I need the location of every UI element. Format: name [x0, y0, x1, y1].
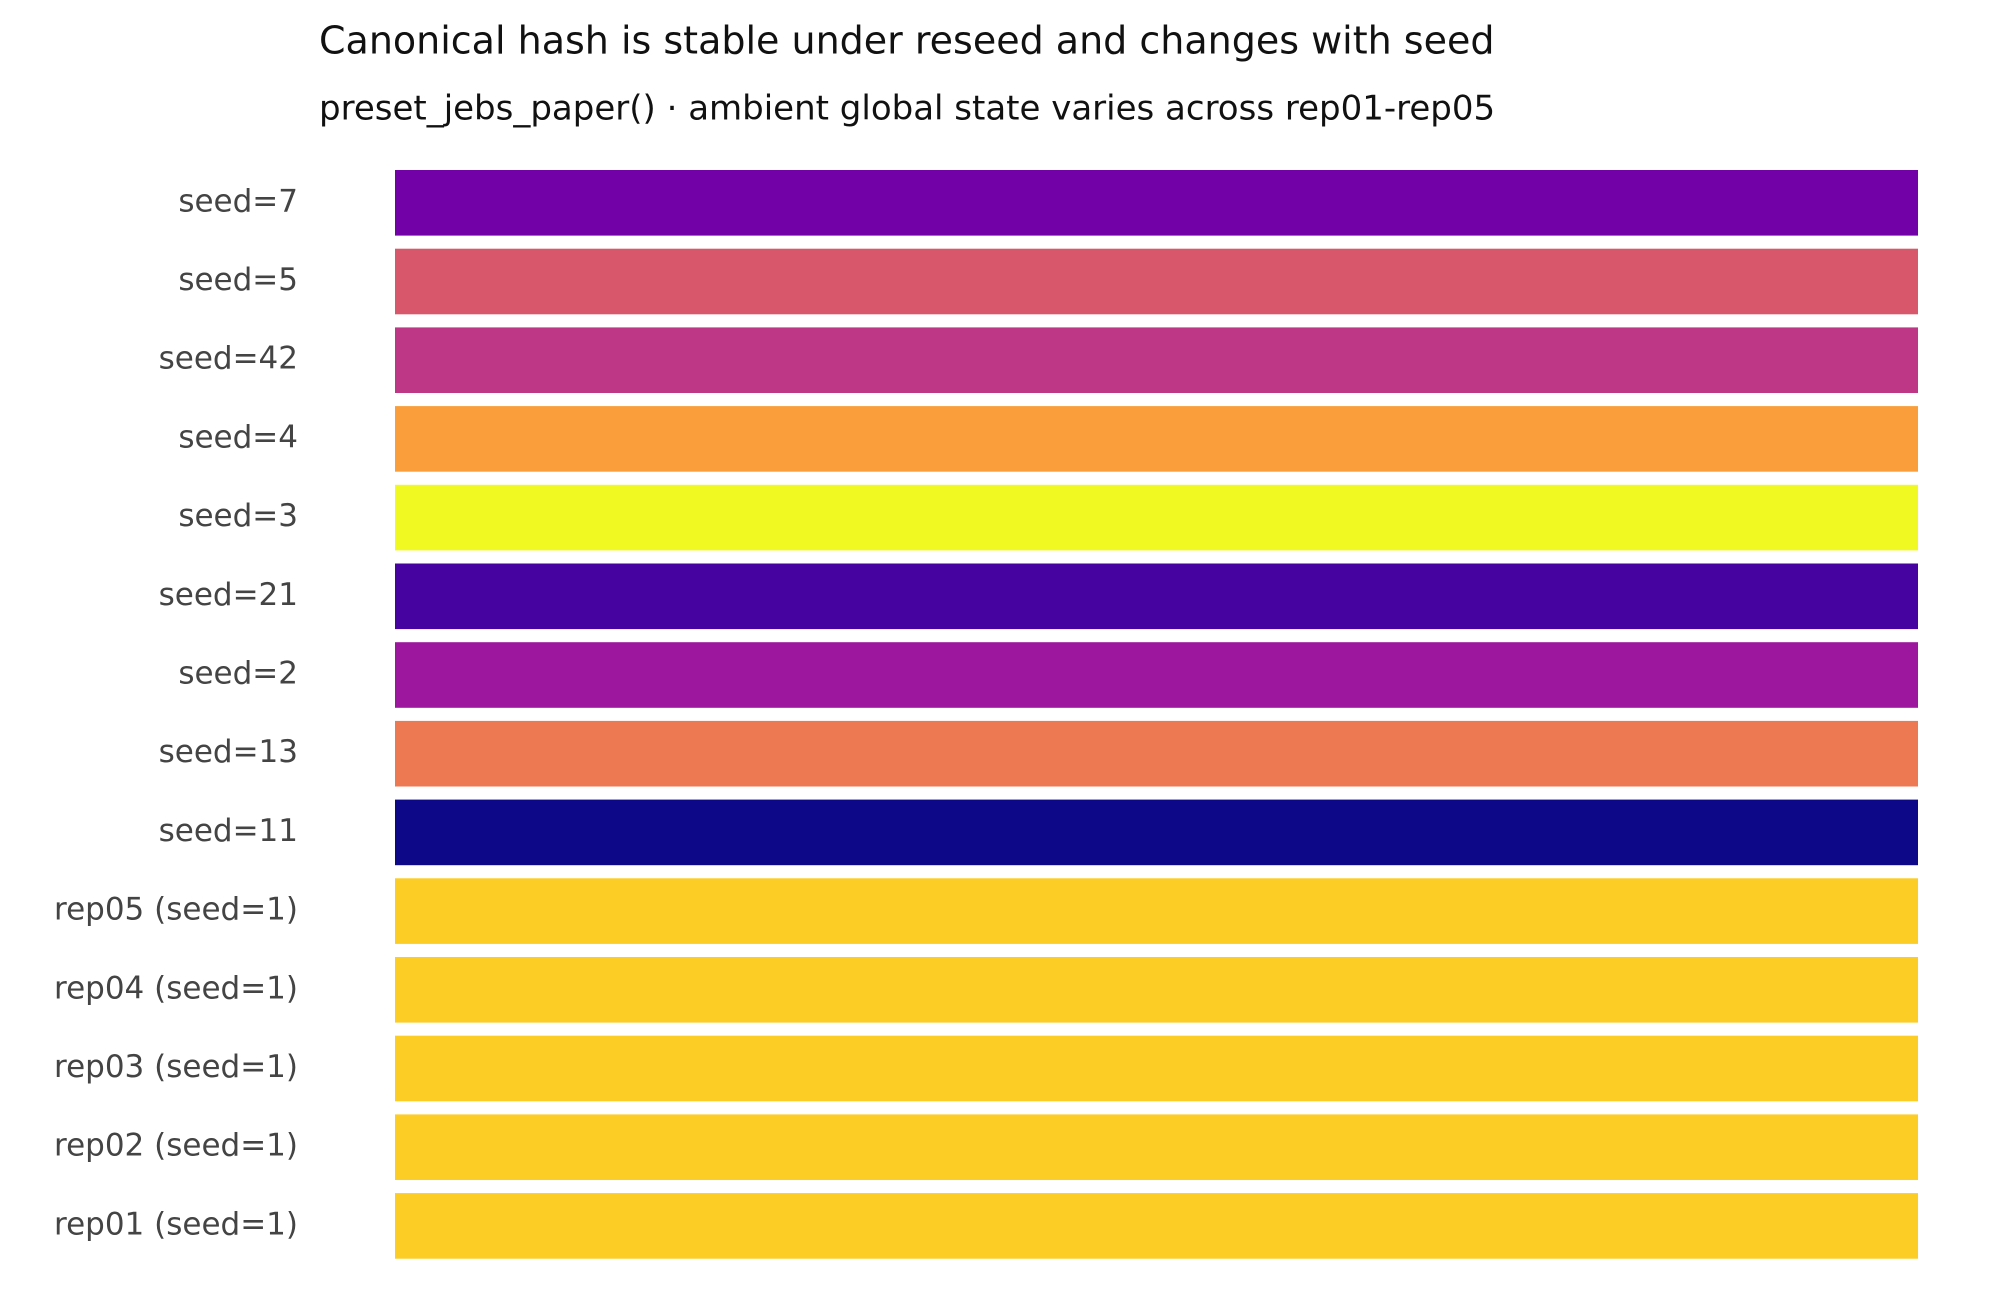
y-tick-label: seed=4	[178, 419, 298, 455]
bar	[395, 720, 1918, 787]
y-tick-label: rep04 (seed=1)	[54, 970, 298, 1006]
y-tick-label: seed=7	[178, 183, 298, 219]
bar	[395, 248, 1918, 315]
bar	[395, 957, 1918, 1023]
y-tick-label: seed=3	[178, 498, 298, 534]
chart-title: Canonical hash is stable under reseed an…	[319, 19, 1494, 63]
bar	[395, 878, 1918, 944]
bar	[395, 642, 1918, 708]
bar	[395, 406, 1918, 472]
bar	[395, 1114, 1918, 1180]
bar	[395, 484, 1918, 551]
bar	[395, 327, 1918, 393]
y-tick-label: rep02 (seed=1)	[54, 1128, 298, 1164]
bar	[395, 563, 1918, 630]
y-tick-label: seed=13	[159, 734, 298, 770]
y-tick-label: rep03 (seed=1)	[54, 1049, 298, 1085]
bar	[395, 1193, 1918, 1259]
y-tick-label: seed=5	[178, 262, 298, 298]
bar	[395, 170, 1918, 236]
bar	[395, 1035, 1918, 1102]
chart-subtitle: preset_jebs_paper() · ambient global sta…	[319, 89, 1495, 129]
y-tick-label: seed=42	[159, 341, 298, 377]
y-tick-label: seed=2	[178, 656, 298, 692]
y-tick-label: seed=11	[159, 813, 298, 849]
y-tick-label: rep05 (seed=1)	[54, 892, 298, 928]
bar	[395, 799, 1918, 866]
y-tick-label: rep01 (seed=1)	[54, 1206, 298, 1242]
y-tick-label: seed=21	[159, 577, 298, 613]
